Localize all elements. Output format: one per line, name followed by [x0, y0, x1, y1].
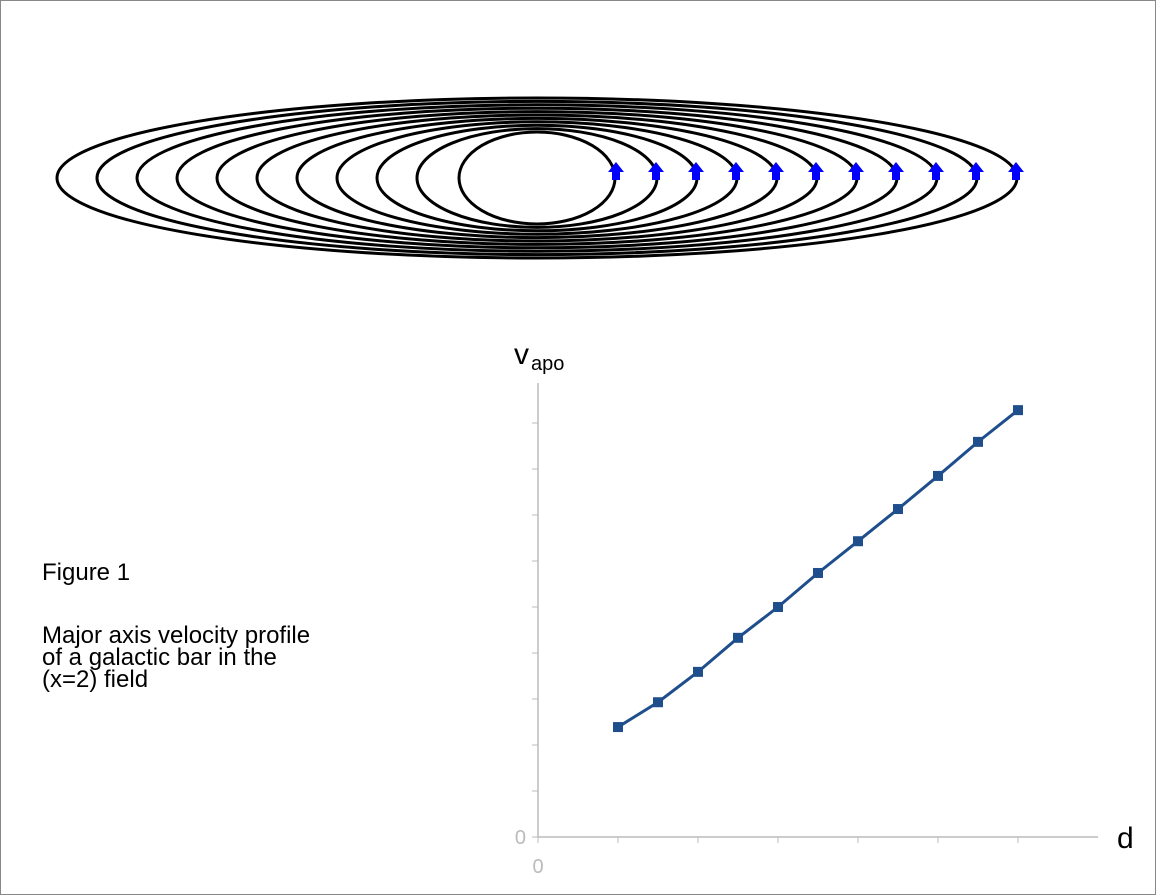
- data-point: [973, 436, 983, 447]
- velocity-arrow: [608, 162, 624, 180]
- orbit: [295, 116, 779, 240]
- y-axis-label: v: [514, 338, 529, 371]
- velocity-arrow: [808, 162, 824, 180]
- caption-line: Major axis velocity profile: [42, 622, 311, 649]
- data-point: [853, 536, 863, 547]
- orbit: [457, 130, 617, 226]
- orbit: [375, 123, 699, 233]
- data-point: [613, 722, 623, 733]
- data-point: [733, 632, 743, 643]
- orbit-diagram: [55, 96, 1024, 260]
- orbit: [335, 120, 739, 236]
- data-point: [653, 697, 663, 708]
- velocity-arrow: [728, 162, 744, 180]
- y-tick-label: 0: [515, 827, 526, 849]
- velocity-arrow: [848, 162, 864, 180]
- data-point: [693, 666, 703, 677]
- figure-label: Figure 1: [42, 559, 131, 586]
- caption-line: of a galactic bar in the: [42, 644, 277, 671]
- data-point: [773, 602, 783, 613]
- y-axis-label-subscript: apo: [531, 353, 564, 375]
- velocity-arrow: [1008, 162, 1024, 180]
- caption-line: (x=2) field: [42, 666, 149, 693]
- data-point: [893, 504, 903, 515]
- orbit: [415, 127, 659, 229]
- velocity-arrow: [648, 162, 664, 180]
- velocity-arrow: [968, 162, 984, 180]
- x-axis-label: d: [1117, 822, 1134, 855]
- velocity-arrow: [688, 162, 704, 180]
- x-tick-label: 0: [532, 856, 543, 878]
- data-point: [933, 470, 943, 481]
- velocity-arrow: [768, 162, 784, 180]
- data-point: [813, 567, 823, 578]
- velocity-arrow: [888, 162, 904, 180]
- velocity-arrow: [928, 162, 944, 180]
- data-point: [1013, 405, 1023, 416]
- plot: 00 d v apo: [514, 338, 1134, 878]
- figure-caption: Major axis velocity profile of a galacti…: [42, 622, 311, 693]
